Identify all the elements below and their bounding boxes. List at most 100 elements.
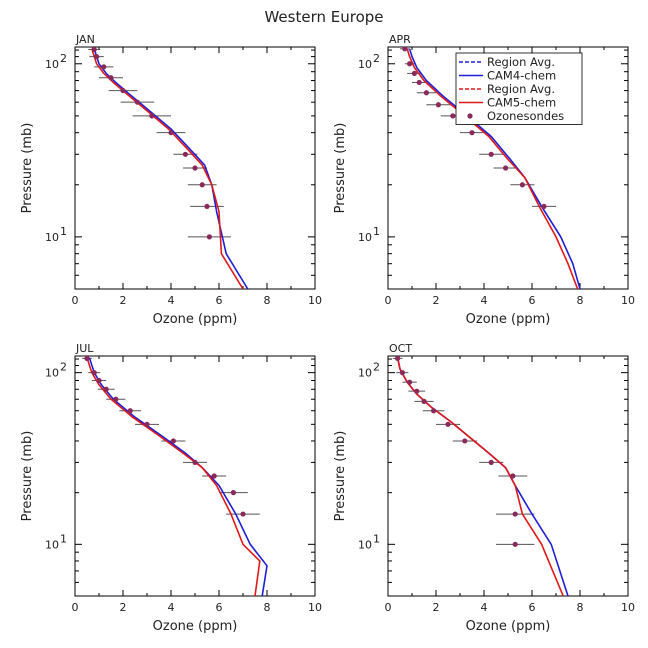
sonde-point	[91, 47, 97, 53]
sonde-point	[127, 408, 133, 414]
x-tick-label: 6	[216, 601, 223, 614]
x-axis-title: Ozone (ppm)	[153, 619, 238, 634]
series-cam4-chem	[93, 48, 249, 289]
series-cam4-chem	[88, 357, 268, 596]
sonde-point	[488, 459, 494, 466]
x-tick-label: 8	[264, 601, 271, 614]
y-tick-exponent: 1	[60, 532, 67, 545]
sonde-point	[168, 130, 174, 136]
data-layer	[82, 356, 268, 596]
panel-label: JAN	[75, 33, 95, 46]
x-tick-label: 10	[621, 601, 635, 614]
y-tick-label: 10	[358, 538, 372, 551]
sonde-point	[211, 473, 217, 479]
x-tick-label: 6	[216, 294, 223, 307]
y-tick-label: 10	[358, 367, 372, 380]
sonde-point	[395, 356, 401, 362]
sonde-point	[445, 421, 451, 427]
x-tick-label: 6	[529, 601, 536, 614]
sonde-point	[199, 182, 205, 188]
sonde-point	[96, 377, 102, 384]
x-tick-label: 4	[168, 601, 175, 614]
sonde-point	[182, 151, 188, 157]
data-layer	[400, 47, 581, 289]
y-tick-exponent: 2	[60, 52, 67, 65]
sonde-point	[416, 79, 422, 86]
sonde-point	[423, 90, 429, 96]
sonde-point	[192, 459, 198, 466]
plot-frame	[74, 355, 316, 597]
sonde-point	[192, 165, 198, 171]
y-axis-title: Pressure (mb)	[333, 431, 348, 522]
x-tick-label: 2	[433, 601, 440, 614]
sonde-point	[402, 47, 408, 52]
sonde-point	[431, 408, 437, 414]
sonde-point	[407, 379, 413, 385]
sonde-point	[469, 130, 475, 136]
legend-marker-ozonesondes	[467, 113, 473, 119]
sonde-point	[407, 61, 413, 67]
sonde-point	[512, 511, 518, 517]
x-tick-label: 0	[72, 294, 79, 307]
sonde-point	[206, 234, 212, 240]
legend-label: Ozonesondes	[487, 109, 564, 123]
series-cam5-chem	[86, 357, 261, 596]
panel-label: OCT	[389, 342, 412, 355]
y-tick-label: 10	[45, 538, 59, 551]
series-cam5-chem	[406, 48, 579, 289]
x-tick-label: 4	[481, 601, 488, 614]
y-axis-title: Pressure (mb)	[20, 431, 35, 522]
sonde-point	[204, 203, 210, 210]
sonde-point	[170, 438, 176, 444]
sonde-point	[399, 370, 405, 376]
sonde-point	[450, 113, 456, 119]
sonde-point	[113, 396, 119, 402]
x-tick-label: 0	[385, 294, 392, 307]
data-layer	[88, 47, 249, 289]
x-axis-title: Ozone (ppm)	[466, 312, 551, 327]
y-tick-label: 10	[45, 231, 59, 244]
series-cam5-chem	[396, 357, 564, 596]
panel-label: JUL	[75, 342, 94, 355]
y-tick-exponent: 1	[373, 225, 380, 238]
data-layer	[392, 356, 569, 596]
sonde-point	[134, 99, 140, 105]
y-tick-exponent: 1	[373, 532, 380, 545]
sonde-point	[84, 356, 90, 362]
y-tick-exponent: 2	[373, 52, 380, 65]
sonde-point	[519, 182, 526, 188]
y-tick-exponent: 1	[60, 225, 67, 238]
sonde-point	[411, 70, 417, 76]
y-tick-exponent: 2	[373, 361, 380, 374]
sonde-point	[144, 421, 150, 427]
sonde-point	[488, 151, 494, 157]
x-tick-label: 10	[308, 294, 322, 307]
x-tick-label: 10	[308, 601, 322, 614]
sonde-point	[108, 75, 114, 81]
sonde-point	[94, 54, 100, 60]
x-tick-label: 2	[433, 294, 440, 307]
x-axis-title: Ozone (ppm)	[466, 619, 551, 634]
series-cam5-chem	[91, 48, 244, 289]
x-tick-label: 8	[577, 294, 584, 307]
sonde-point	[512, 541, 518, 547]
y-tick-exponent: 2	[60, 361, 67, 374]
sonde-point	[510, 473, 516, 479]
sonde-point	[421, 398, 427, 404]
x-tick-label: 8	[577, 601, 584, 614]
sonde-point	[149, 113, 155, 119]
x-tick-label: 4	[481, 294, 488, 307]
series-cam4-chem	[408, 48, 581, 289]
series-cam4-chem	[396, 357, 569, 596]
x-tick-label: 0	[385, 601, 392, 614]
legend-label: CAM4-chem	[487, 69, 556, 83]
sonde-point	[230, 490, 236, 496]
legend-label: Region Avg.	[487, 82, 555, 96]
x-tick-label: 2	[120, 294, 127, 307]
y-tick-label: 10	[45, 58, 59, 71]
y-axis-title: Pressure (mb)	[20, 123, 35, 214]
